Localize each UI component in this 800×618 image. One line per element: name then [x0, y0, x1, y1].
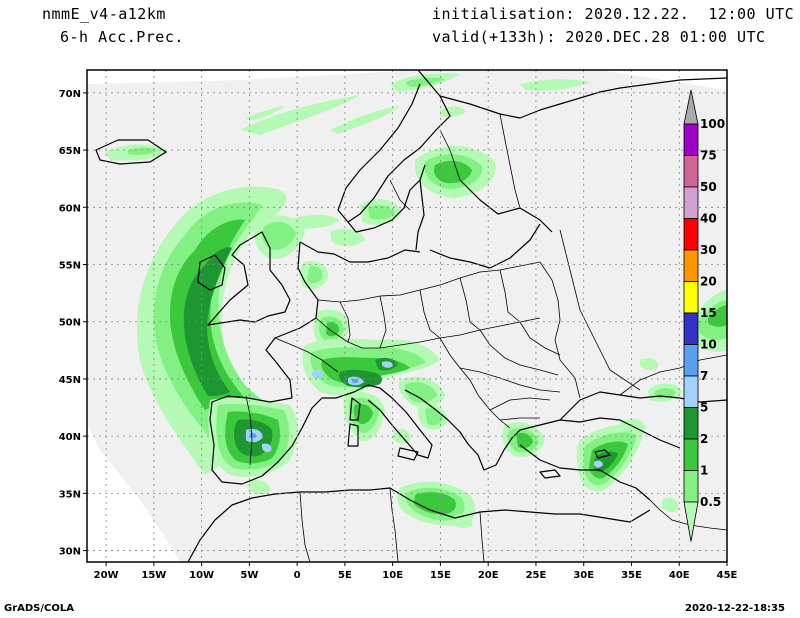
legend-label: 10: [700, 338, 717, 352]
lon-tick-label: 25E: [526, 570, 547, 581]
legend-swatch: [683, 249, 699, 282]
lat-tick-label: 35N: [59, 489, 81, 500]
lat-tick-label: 40N: [59, 432, 81, 443]
lat-tick-label: 30N: [59, 547, 81, 558]
lon-tick-label: 15E: [430, 570, 451, 581]
legend-label: 50: [700, 180, 717, 194]
legend-label: 20: [700, 275, 717, 289]
lon-tick-label: 20W: [94, 570, 119, 581]
legend-swatch: [683, 470, 699, 503]
legend-label: 40: [700, 212, 717, 226]
legend-swatch: [683, 186, 699, 219]
legend-swatch: [683, 344, 699, 377]
legend-label: 100: [700, 117, 725, 131]
legend-label: 0.5: [700, 495, 721, 509]
lat-tick-label: 55N: [59, 261, 81, 272]
lon-tick-label: 5W: [240, 570, 258, 581]
lon-tick-label: 15W: [141, 570, 166, 581]
lon-tick-label: 10W: [189, 570, 214, 581]
lon-tick-label: 5E: [338, 570, 352, 581]
country-borders: [245, 113, 727, 562]
legend-swatch: [683, 123, 699, 156]
lat-tick-label: 70N: [59, 89, 81, 100]
legend-label: 7: [700, 369, 708, 383]
longitude-axis: 20W 15W 10W 5W 0 5E 10E 15E 20E 25E 30E 35E 40E 45E: [94, 562, 738, 581]
lat-tick-label: 45N: [59, 375, 81, 386]
lon-tick-label: 30E: [573, 570, 594, 581]
legend-label: 2: [700, 432, 708, 446]
legend-swatch: [683, 281, 699, 314]
lon-tick-label: 45E: [717, 570, 738, 581]
lat-tick-label: 60N: [59, 203, 81, 214]
lon-tick-label: 20E: [478, 570, 499, 581]
legend-swatch: [683, 438, 699, 471]
legend-label: 15: [700, 306, 717, 320]
map-frame: [86, 69, 728, 563]
lon-tick-label: 10E: [382, 570, 403, 581]
legend-swatch: [683, 407, 699, 440]
legend-swatch: [683, 155, 699, 188]
footer-timestamp: 2020-12-22-18:35: [685, 603, 785, 614]
model-name: nmmE_v4-a12km: [42, 5, 166, 23]
lon-tick-label: 35E: [621, 570, 642, 581]
init-time: initialisation: 2020.12.22. 12:00 UTC: [432, 5, 795, 23]
lon-tick-label: 40E: [669, 570, 690, 581]
lat-tick-label: 50N: [59, 318, 81, 329]
legend-swatch: [683, 375, 699, 408]
lat-tick-label: 65N: [59, 146, 81, 157]
legend-label: 30: [700, 243, 717, 257]
legend-swatch: [683, 218, 699, 251]
legend-swatch: [683, 312, 699, 345]
legend-label: 5: [700, 401, 708, 415]
lat-lon-grid: [87, 70, 727, 562]
footer-software: GrADS/COLA: [4, 603, 74, 614]
valid-time: valid(+133h): 2020.DEC.28 01:00 UTC: [432, 28, 766, 46]
legend-label: 75: [700, 149, 717, 163]
field-name: 6-h Acc.Prec.: [60, 28, 184, 46]
legend-lower-arrow: [683, 501, 699, 542]
lon-tick-label: 0: [294, 570, 301, 581]
latitude-axis: 70N 65N 60N 55N 50N 45N 40N 35N 30N: [59, 89, 87, 558]
precip-atlantic-band: [136, 186, 300, 475]
legend-label: 1: [700, 464, 708, 478]
